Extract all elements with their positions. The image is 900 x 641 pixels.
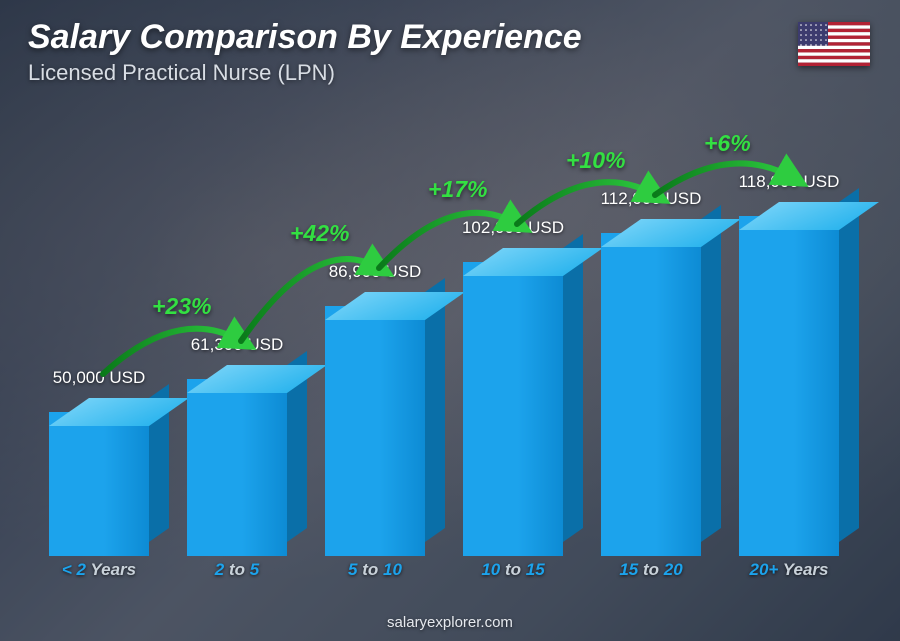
page-title: Salary Comparison By Experience	[28, 18, 582, 57]
growth-arc	[30, 110, 858, 586]
pct-change-label: +6%	[704, 130, 751, 157]
footer-attribution: salaryexplorer.com	[0, 614, 900, 631]
usa-flag-icon	[798, 22, 870, 66]
bar-chart: 50,000 USD61,300 USD86,900 USD102,000 US…	[30, 110, 858, 586]
infographic-stage: Salary Comparison By Experience Licensed…	[0, 0, 900, 641]
page-subtitle: Licensed Practical Nurse (LPN)	[28, 60, 335, 86]
